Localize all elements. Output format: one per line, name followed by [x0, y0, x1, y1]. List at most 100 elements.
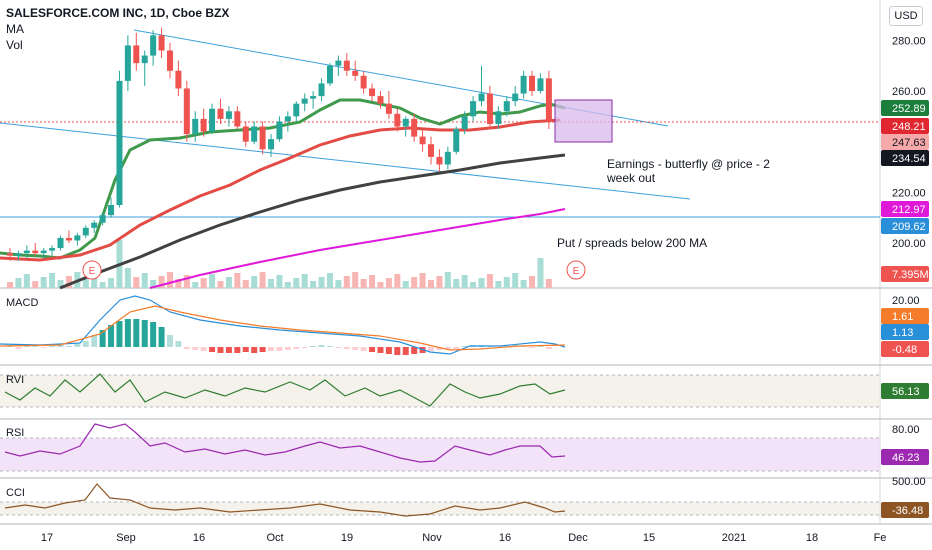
- macd-histogram-bar: [158, 327, 165, 347]
- candle-body: [91, 222, 98, 228]
- x-tick-label: 16: [193, 532, 205, 544]
- candle-body: [82, 227, 89, 236]
- candle-body: [175, 70, 182, 89]
- volume-bar: [276, 275, 283, 288]
- rvi-pane-title: RVI: [6, 374, 25, 386]
- ma-100-line: [59, 153, 566, 290]
- earnings-marker-label: E: [573, 266, 580, 277]
- volume-bar: [175, 279, 182, 288]
- volume-bar: [301, 274, 308, 288]
- volume-bar: [150, 280, 157, 288]
- volume-bar: [49, 273, 56, 288]
- volume-bar: [268, 279, 275, 288]
- cci-band: [0, 502, 880, 515]
- y-tick-label: 200.00: [892, 238, 926, 250]
- macd-histogram-bar: [377, 347, 384, 353]
- volume-bar: [217, 281, 224, 288]
- macd-value-label-text: -0.48: [892, 344, 917, 356]
- macd-histogram-bar: [394, 347, 401, 355]
- candle-body: [394, 113, 401, 127]
- candle-body: [402, 118, 409, 127]
- macd-histogram-bar: [225, 347, 232, 353]
- candle-body: [495, 111, 502, 124]
- volume-bar: [436, 276, 443, 288]
- price-label: [881, 201, 929, 217]
- macd-value-label: [881, 341, 929, 357]
- candle-body: [436, 156, 443, 165]
- volume-bar: [259, 272, 266, 288]
- candle-body: [293, 103, 300, 117]
- rsi-line: [4, 423, 566, 463]
- macd-histogram-bar: [133, 319, 140, 347]
- candle-body: [318, 83, 325, 97]
- candle-body: [99, 215, 106, 223]
- macd-pane-title: MACD: [6, 297, 39, 309]
- macd-histogram-bar: [402, 347, 409, 355]
- volume-bar: [234, 273, 241, 288]
- macd-histogram-bar: [108, 325, 115, 347]
- indicator-ma-label[interactable]: MA: [6, 22, 24, 36]
- volume-bar: [377, 282, 384, 288]
- candle-body: [166, 50, 173, 71]
- indicator-vol-label[interactable]: Vol: [6, 38, 23, 52]
- cci-value-label-text: -36.48: [892, 505, 923, 517]
- volume-bar: [352, 272, 359, 288]
- candle-body: [65, 237, 72, 241]
- macd-histogram-bar: [259, 347, 266, 352]
- macd-histogram-bar: [293, 347, 300, 349]
- candle-body: [15, 253, 22, 256]
- annotation-earnings: Earnings - butterfly @ price - 2 week out: [606, 157, 770, 185]
- volume-bar: [40, 277, 47, 288]
- y-tick-label: 20.00: [892, 295, 920, 307]
- macd-histogram-bar: [326, 346, 333, 347]
- macd-histogram-bar: [57, 345, 64, 347]
- macd-histogram-bar: [116, 321, 123, 347]
- butterfly-zone-box[interactable]: [554, 99, 613, 143]
- earnings-marker[interactable]: [566, 260, 586, 280]
- volume-bar: [343, 276, 350, 288]
- rvi-value-label-text: 56.13: [892, 386, 920, 398]
- volume-bar: [225, 277, 232, 288]
- macd-histogram-bar: [343, 347, 350, 349]
- price-label-text: 209.62: [892, 221, 926, 233]
- volume-bar: [310, 281, 317, 288]
- candle-body: [242, 126, 249, 142]
- earnings-marker-label: E: [89, 266, 96, 277]
- candle-body: [158, 35, 165, 51]
- volume-bar: [385, 278, 392, 288]
- volume-bar: [486, 274, 493, 288]
- rvi-line: [4, 373, 566, 407]
- x-tick-label: Dec: [568, 532, 588, 544]
- volume-bar: [251, 276, 258, 288]
- macd-histogram-bar: [436, 347, 443, 350]
- y-tick-label: 500.00: [892, 476, 926, 488]
- candle-body: [133, 45, 140, 64]
- x-tick-label: 18: [806, 532, 818, 544]
- macd-histogram-bar: [428, 347, 434, 351]
- volume-bar: [209, 274, 216, 288]
- macd-histogram-bar: [276, 347, 283, 351]
- volume-bar: [537, 258, 544, 288]
- macd-histogram-bar: [141, 320, 148, 347]
- macd-histogram-bar: [251, 347, 258, 353]
- candle-body: [183, 88, 190, 135]
- candle-body: [217, 108, 224, 119]
- candle-body: [40, 250, 47, 254]
- candle-body: [23, 250, 30, 254]
- macd-histogram-bar: [217, 347, 224, 353]
- macd-histogram-bar: [65, 346, 72, 347]
- macd-histogram-bar: [209, 347, 216, 352]
- candle-body: [360, 75, 367, 89]
- volume-bar: [158, 276, 165, 288]
- earnings-marker[interactable]: [82, 260, 102, 280]
- candle-body: [200, 118, 207, 132]
- x-tick-label: Fe: [874, 532, 887, 544]
- volume-bar: [124, 268, 131, 288]
- macd-histogram-bar: [175, 341, 182, 347]
- price-label: [881, 100, 929, 116]
- x-tick-label: 19: [341, 532, 353, 544]
- currency-button[interactable]: USD: [889, 6, 923, 26]
- macd-histogram-bar: [537, 346, 544, 347]
- candle-body: [49, 248, 56, 251]
